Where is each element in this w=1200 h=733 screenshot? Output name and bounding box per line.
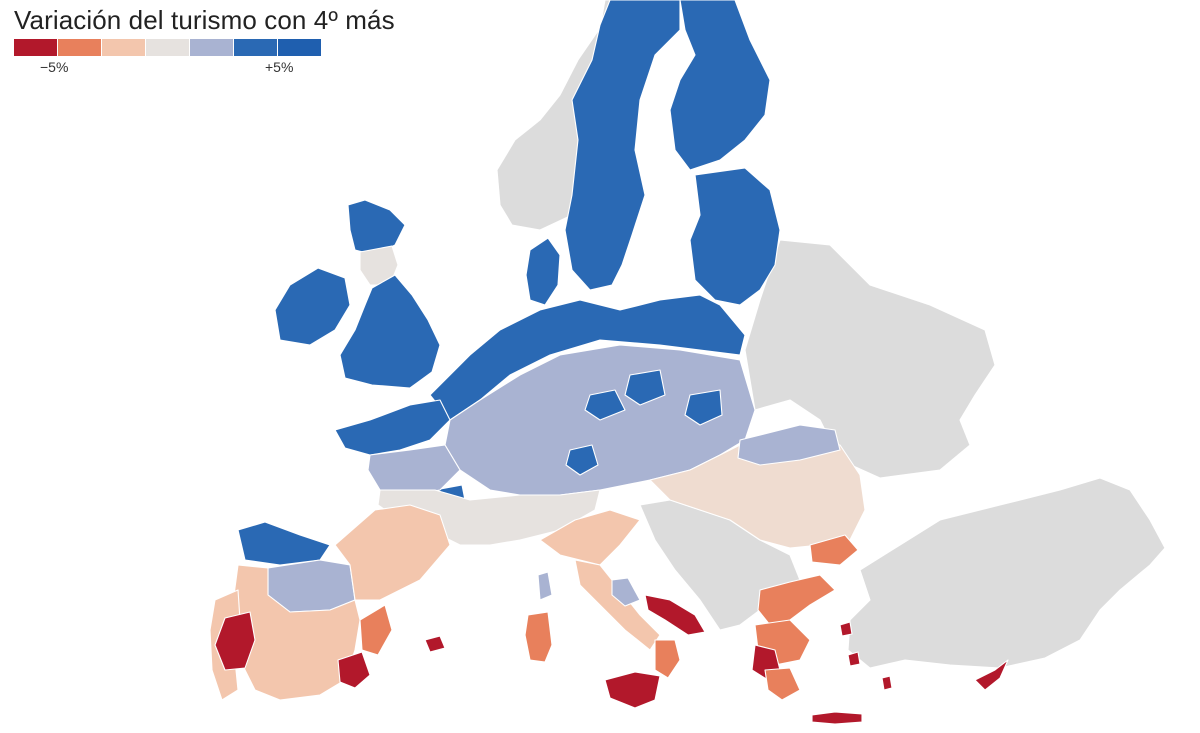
region-baltics: [689, 167, 781, 306]
region-england: [339, 274, 441, 389]
region-apulia: [644, 594, 706, 636]
region-portugal-alentejo: [214, 611, 256, 671]
region-north-continent: [429, 294, 746, 421]
legend-labels: −5% +5%: [14, 56, 334, 76]
region-aegean-island-1: [839, 621, 853, 637]
map-title: Variación del turismo con 4º más: [14, 5, 395, 35]
legend-swatch-5: [190, 39, 233, 56]
region-marche: [611, 577, 641, 607]
legend-swatch-2: [58, 39, 101, 56]
region-aegean-island-2: [847, 651, 861, 667]
region-denmark: [525, 237, 561, 306]
region-calabria: [654, 639, 681, 679]
region-ireland: [274, 267, 351, 346]
region-cyprus: [974, 659, 1009, 691]
legend-swatch-3: [102, 39, 145, 56]
region-aegean-island-3: [881, 675, 893, 691]
region-turkey: [847, 477, 1166, 669]
region-peloponnese: [764, 667, 801, 701]
region-sardinia: [524, 611, 553, 663]
region-crete: [811, 711, 863, 725]
region-scotland: [347, 199, 406, 256]
region-corsica: [537, 571, 553, 601]
region-romania-north: [737, 424, 841, 466]
region-murcia: [337, 651, 371, 689]
region-switzerland-patch: [565, 444, 599, 476]
region-finland: [669, 0, 771, 171]
region-slovakia-patch: [684, 389, 723, 426]
legend-min-label: −5%: [40, 59, 69, 75]
region-bulgaria-coast: [809, 534, 859, 566]
map-header: Variación del turismo con 4º más −5% +5%: [14, 4, 395, 76]
region-south-spain: [229, 564, 361, 701]
region-west-france: [367, 444, 461, 496]
region-eastern-europe: [744, 239, 996, 479]
legend-max-label: +5%: [265, 59, 294, 75]
region-greece-north: [757, 574, 836, 626]
region-sweden: [564, 0, 681, 291]
region-north-spain: [237, 521, 331, 566]
region-central-spain: [267, 559, 356, 613]
legend-swatch-7: [278, 39, 321, 56]
region-valencia: [359, 604, 393, 656]
region-sicily: [604, 671, 661, 709]
region-poland-east-patch: [624, 369, 666, 406]
region-hungary-romania: [649, 439, 866, 549]
region-balearics: [424, 635, 446, 653]
color-legend: [14, 39, 395, 56]
region-north-italy: [539, 509, 641, 566]
region-czech-patch: [584, 389, 626, 421]
region-catalonia: [334, 504, 451, 601]
legend-swatch-4: [146, 39, 189, 56]
legend-swatch-1: [14, 39, 57, 56]
region-brittany-normandy: [334, 399, 451, 456]
legend-swatch-6: [234, 39, 277, 56]
